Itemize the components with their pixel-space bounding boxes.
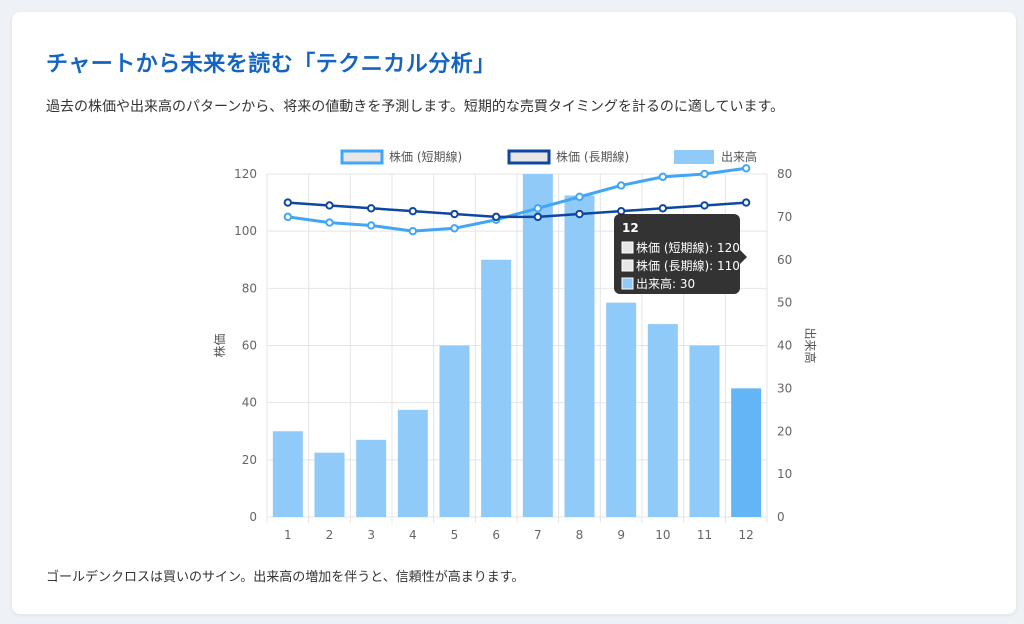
y-left-tick-label: 100 bbox=[234, 224, 257, 238]
volume-bar[interactable] bbox=[731, 388, 762, 517]
x-tick-label: 8 bbox=[576, 528, 584, 542]
legend-swatch[interactable] bbox=[340, 149, 384, 165]
page-title: チャートから未来を読む「テクニカル分析」 bbox=[46, 52, 496, 77]
y-left-tick-label: 80 bbox=[242, 281, 257, 295]
legend-swatch[interactable] bbox=[674, 150, 714, 164]
tooltip-swatch bbox=[621, 277, 634, 290]
y-left-tick-label: 60 bbox=[242, 339, 257, 353]
tooltip-line: 出来高: 30 bbox=[636, 276, 695, 291]
short-term-point[interactable] bbox=[450, 224, 459, 233]
tooltip-line: 株価 (短期線): 120 bbox=[636, 240, 740, 255]
legend-label[interactable]: 株価 (短期線) bbox=[389, 149, 462, 164]
y-right-tick-label: 30 bbox=[777, 381, 792, 395]
legend-swatch[interactable] bbox=[507, 149, 551, 165]
x-tick-label: 2 bbox=[326, 528, 334, 542]
volume-bar[interactable] bbox=[397, 409, 428, 517]
x-tick-label: 6 bbox=[492, 528, 500, 542]
volume-bar[interactable] bbox=[689, 345, 720, 518]
tooltip-box bbox=[614, 214, 740, 294]
long-term-point[interactable] bbox=[700, 201, 709, 210]
y-left-axis-title: 株価 bbox=[212, 333, 227, 357]
short-term-point[interactable] bbox=[325, 218, 334, 227]
x-tick-label: 10 bbox=[655, 528, 670, 542]
x-tick-label: 1 bbox=[284, 528, 292, 542]
y-right-tick-label: 60 bbox=[777, 253, 792, 267]
volume-bar[interactable] bbox=[481, 259, 512, 517]
short-term-point[interactable] bbox=[366, 221, 376, 230]
short-term-point[interactable] bbox=[616, 181, 626, 190]
short-term-point[interactable] bbox=[741, 164, 751, 173]
y-left-tick-label: 0 bbox=[249, 510, 257, 524]
y-left-tick-label: 40 bbox=[242, 396, 257, 410]
volume-bar[interactable] bbox=[314, 452, 345, 517]
x-tick-label: 12 bbox=[739, 528, 754, 542]
long-term-point[interactable] bbox=[408, 206, 418, 216]
y-right-tick-label: 80 bbox=[777, 167, 792, 181]
x-tick-label: 3 bbox=[367, 528, 375, 542]
x-tick-label: 5 bbox=[451, 528, 459, 542]
y-right-tick-label: 10 bbox=[777, 467, 792, 481]
y-left-tick-label: 20 bbox=[242, 453, 257, 467]
page-description: 過去の株価や出来高のパターンから、将来の値動きを予測します。短期的な売買タイミン… bbox=[46, 99, 785, 115]
y-right-tick-label: 40 bbox=[777, 339, 792, 353]
y-left-tick-label: 120 bbox=[234, 167, 257, 181]
short-term-point[interactable] bbox=[700, 169, 709, 179]
x-tick-label: 4 bbox=[409, 528, 417, 542]
x-tick-label: 11 bbox=[697, 528, 712, 542]
volume-bar[interactable] bbox=[647, 324, 678, 517]
short-term-point[interactable] bbox=[408, 226, 418, 236]
y-right-tick-label: 50 bbox=[777, 296, 792, 310]
y-right-tick-label: 20 bbox=[777, 424, 792, 438]
tooltip-swatch bbox=[621, 259, 634, 272]
short-term-point[interactable] bbox=[658, 172, 668, 182]
legend-label[interactable]: 出来高 bbox=[721, 149, 757, 164]
long-term-point[interactable] bbox=[616, 206, 626, 216]
x-tick-label: 9 bbox=[617, 528, 625, 542]
volume-bar[interactable] bbox=[439, 345, 470, 518]
tooltip-title: 12 bbox=[622, 221, 639, 235]
y-right-tick-label: 0 bbox=[777, 510, 785, 524]
legend-label[interactable]: 株価 (長期線) bbox=[556, 149, 629, 164]
volume-bar[interactable] bbox=[272, 431, 303, 517]
volume-bar[interactable] bbox=[606, 302, 637, 517]
volume-bar[interactable] bbox=[356, 439, 387, 517]
page-footer-note: ゴールデンクロスは買いのサイン。出来高の増加を伴うと、信頼性が高まります。 bbox=[46, 570, 525, 585]
short-term-point[interactable] bbox=[575, 192, 584, 202]
tooltip-swatch bbox=[621, 241, 634, 254]
tooltip-caret bbox=[740, 250, 747, 264]
tooltip-line: 株価 (長期線): 110 bbox=[636, 258, 740, 273]
long-term-point[interactable] bbox=[283, 198, 293, 207]
x-tick-label: 7 bbox=[534, 528, 542, 542]
long-term-point[interactable] bbox=[533, 212, 543, 222]
long-term-point[interactable] bbox=[450, 209, 459, 219]
content-card: チャートから未来を読む「テクニカル分析」 過去の株価や出来高のパターンから、将来… bbox=[12, 12, 1016, 614]
y-right-tick-label: 70 bbox=[777, 210, 792, 224]
y-right-axis-title: 出来高 bbox=[803, 327, 818, 363]
long-term-point[interactable] bbox=[325, 201, 334, 210]
short-term-point[interactable] bbox=[533, 204, 543, 213]
long-term-point[interactable] bbox=[366, 204, 376, 213]
short-term-line bbox=[287, 166, 747, 233]
volume-bar[interactable] bbox=[564, 195, 595, 517]
short-term-point[interactable] bbox=[283, 212, 293, 222]
long-term-point[interactable] bbox=[575, 209, 584, 219]
long-term-line bbox=[287, 201, 747, 219]
long-term-point[interactable] bbox=[741, 198, 751, 207]
long-term-point[interactable] bbox=[658, 204, 668, 213]
long-term-point[interactable] bbox=[491, 212, 501, 222]
volume-bar[interactable] bbox=[522, 174, 553, 517]
